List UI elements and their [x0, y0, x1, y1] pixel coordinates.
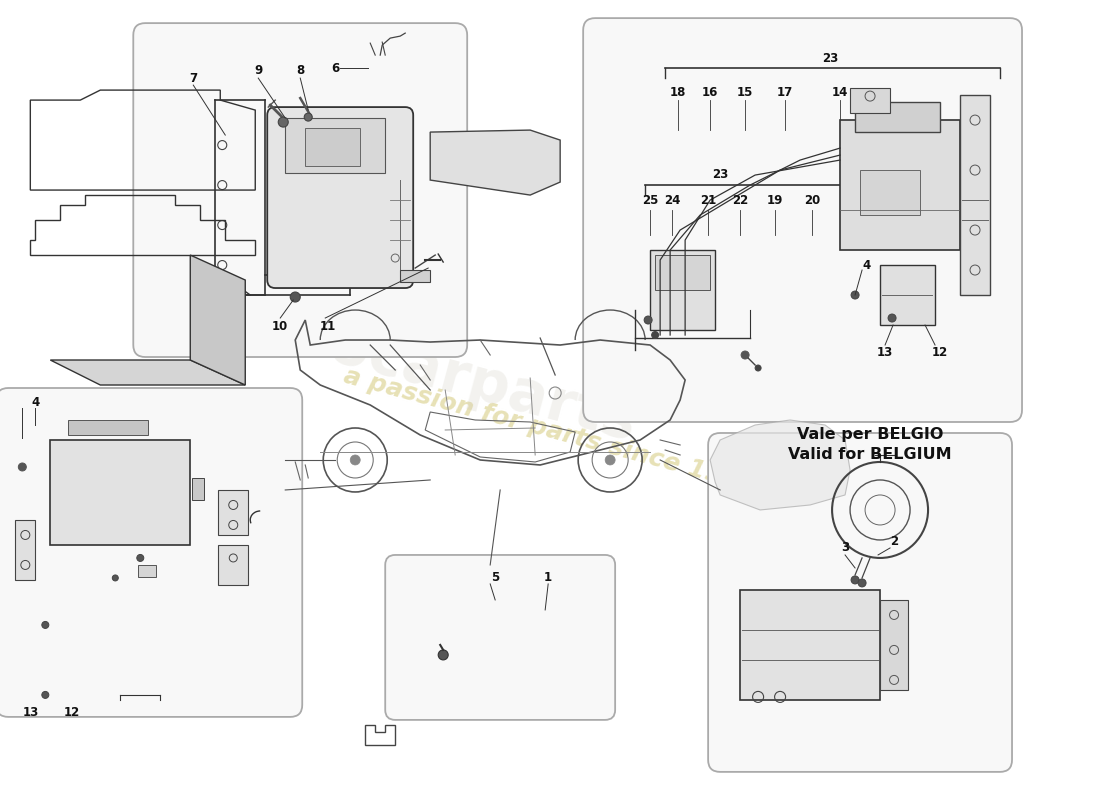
Text: 10: 10 [272, 319, 288, 333]
Polygon shape [190, 255, 245, 385]
Text: 12: 12 [64, 706, 80, 719]
Bar [880, 265, 935, 325]
Text: 11: 11 [320, 319, 337, 333]
FancyBboxPatch shape [583, 18, 1022, 422]
FancyBboxPatch shape [133, 23, 468, 357]
Polygon shape [430, 130, 560, 195]
Text: 13: 13 [877, 346, 893, 358]
Circle shape [42, 622, 48, 629]
Text: 4: 4 [862, 258, 870, 271]
Bar [139, 565, 156, 577]
Text: 7: 7 [189, 71, 197, 85]
Text: 18: 18 [670, 86, 686, 98]
Circle shape [755, 365, 761, 371]
Text: 16: 16 [702, 86, 718, 98]
FancyBboxPatch shape [385, 555, 615, 720]
Text: 5: 5 [491, 571, 499, 585]
Text: Valid for BELGIUM: Valid for BELGIUM [789, 447, 952, 462]
Circle shape [19, 463, 26, 471]
Bar [400, 270, 430, 282]
Bar [218, 490, 249, 535]
Text: 24: 24 [664, 194, 680, 206]
Circle shape [645, 316, 652, 324]
Text: 22: 22 [732, 194, 748, 206]
Text: eurocarparts: eurocarparts [218, 287, 644, 453]
Text: 23: 23 [712, 167, 728, 181]
Text: 9: 9 [254, 63, 263, 77]
Circle shape [290, 292, 300, 302]
Text: 6: 6 [331, 62, 340, 74]
Text: 23: 23 [822, 52, 838, 65]
Circle shape [888, 314, 896, 322]
FancyBboxPatch shape [708, 433, 1012, 772]
Text: 4: 4 [31, 397, 40, 410]
Bar [15, 520, 35, 580]
Bar [218, 545, 249, 585]
Bar [192, 478, 205, 500]
Text: 17: 17 [777, 86, 793, 98]
Text: 21: 21 [700, 194, 716, 206]
Text: 1: 1 [544, 571, 552, 585]
Circle shape [851, 291, 859, 299]
Text: 2: 2 [890, 535, 898, 549]
Bar [650, 250, 715, 330]
Polygon shape [51, 360, 245, 385]
Bar [880, 600, 909, 690]
Text: 25: 25 [642, 194, 658, 206]
Bar [960, 95, 990, 295]
Circle shape [112, 575, 119, 581]
Text: 20: 20 [804, 194, 821, 206]
Text: 8: 8 [296, 63, 305, 77]
Bar [840, 120, 960, 250]
Circle shape [851, 576, 859, 584]
Circle shape [305, 113, 312, 121]
Circle shape [605, 455, 615, 465]
Circle shape [438, 650, 448, 660]
Circle shape [858, 579, 866, 587]
Circle shape [741, 351, 749, 359]
Circle shape [350, 455, 360, 465]
Bar [740, 590, 880, 700]
Bar [855, 102, 940, 132]
FancyBboxPatch shape [0, 388, 302, 717]
Circle shape [651, 331, 659, 338]
Text: 3: 3 [842, 542, 849, 554]
Text: 15: 15 [737, 86, 754, 98]
Text: Vale per BELGIO: Vale per BELGIO [796, 427, 944, 442]
Polygon shape [711, 420, 850, 510]
Bar [285, 118, 385, 173]
Bar [656, 255, 711, 290]
Circle shape [278, 117, 288, 127]
Circle shape [136, 554, 144, 562]
Bar [51, 440, 190, 545]
Text: 19: 19 [767, 194, 783, 206]
Circle shape [42, 691, 48, 698]
Text: 14: 14 [832, 86, 848, 98]
Bar [850, 88, 890, 113]
Text: 13: 13 [22, 706, 38, 719]
Text: a passion for parts since 1982: a passion for parts since 1982 [341, 363, 759, 497]
Bar [68, 420, 148, 435]
Text: 12: 12 [932, 346, 948, 358]
Bar [860, 170, 920, 215]
FancyBboxPatch shape [267, 107, 414, 288]
Bar [305, 128, 360, 166]
